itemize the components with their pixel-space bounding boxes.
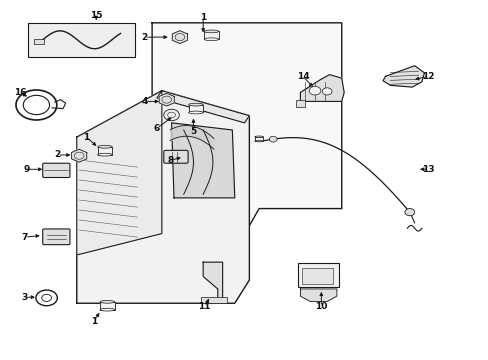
Ellipse shape: [203, 38, 218, 41]
FancyBboxPatch shape: [163, 150, 188, 163]
Bar: [254, 137, 263, 141]
Bar: [98, 147, 112, 155]
Text: 2: 2: [142, 33, 148, 42]
Polygon shape: [159, 93, 174, 106]
Ellipse shape: [100, 301, 115, 303]
Text: 9: 9: [23, 165, 30, 174]
Bar: [34, 39, 44, 44]
Text: 10: 10: [314, 302, 327, 311]
Ellipse shape: [98, 153, 112, 156]
Text: 12: 12: [421, 72, 434, 81]
Ellipse shape: [100, 308, 115, 311]
Polygon shape: [152, 23, 341, 251]
Ellipse shape: [188, 103, 203, 106]
Text: 3: 3: [21, 293, 28, 302]
Text: 15: 15: [90, 11, 102, 20]
Text: 6: 6: [154, 124, 160, 133]
Circle shape: [322, 88, 331, 95]
Polygon shape: [172, 31, 187, 44]
Polygon shape: [300, 289, 336, 301]
Text: 16: 16: [14, 88, 26, 97]
Polygon shape: [203, 262, 222, 300]
Text: 7: 7: [21, 233, 28, 242]
FancyBboxPatch shape: [42, 229, 70, 245]
Bar: [188, 105, 203, 112]
Polygon shape: [71, 149, 86, 162]
Text: 1: 1: [83, 132, 89, 141]
Ellipse shape: [254, 136, 263, 138]
FancyBboxPatch shape: [42, 163, 70, 177]
Polygon shape: [77, 91, 249, 303]
Polygon shape: [382, 66, 424, 87]
Ellipse shape: [254, 140, 263, 142]
Text: 5: 5: [190, 127, 196, 136]
Polygon shape: [171, 123, 234, 198]
Bar: [28, 23, 135, 57]
Bar: [100, 302, 115, 310]
Text: 1: 1: [90, 316, 97, 325]
Circle shape: [269, 136, 277, 142]
Ellipse shape: [188, 111, 203, 114]
Circle shape: [404, 208, 414, 216]
Bar: [203, 31, 218, 39]
Text: 2: 2: [54, 150, 61, 159]
Bar: [295, 100, 305, 107]
Polygon shape: [300, 75, 344, 102]
Circle shape: [163, 109, 179, 121]
Circle shape: [308, 86, 320, 95]
Bar: [201, 297, 227, 303]
Text: 13: 13: [421, 165, 434, 174]
Polygon shape: [77, 91, 162, 255]
Bar: [297, 263, 339, 287]
Polygon shape: [157, 91, 249, 123]
Text: 11: 11: [198, 302, 210, 311]
Text: 4: 4: [142, 97, 148, 106]
Text: 14: 14: [296, 72, 308, 81]
Text: 8: 8: [167, 156, 173, 165]
Text: 1: 1: [200, 13, 206, 22]
Ellipse shape: [203, 30, 218, 33]
Ellipse shape: [98, 145, 112, 148]
Bar: [301, 267, 333, 284]
